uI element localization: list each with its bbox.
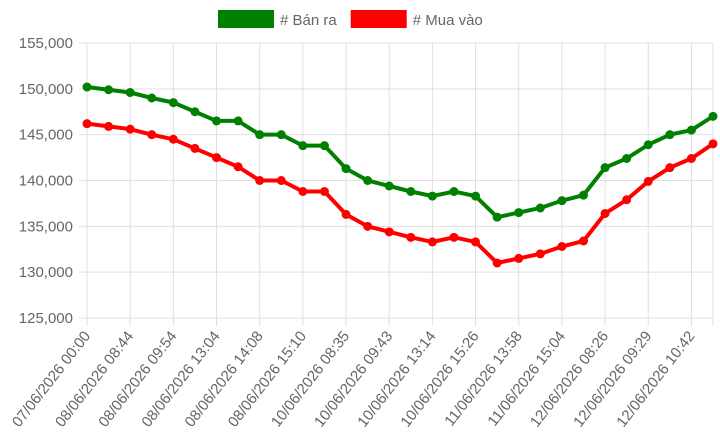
series-line: [86, 85, 715, 220]
data-point: [471, 237, 481, 247]
data-point: [535, 249, 545, 259]
data-point: [384, 227, 394, 237]
data-point: [535, 203, 545, 213]
data-point: [427, 237, 437, 247]
y-tick-label: 135,000: [19, 218, 73, 235]
data-point: [276, 176, 286, 185]
series-line: [86, 121, 715, 266]
legend-label: # Mua vào: [413, 12, 483, 29]
data-point: [600, 163, 610, 173]
x-tick-label: 10/06/2026 09:43: [311, 328, 396, 430]
x-tick-label: 08/06/2026 08:44: [52, 328, 137, 430]
data-point: [147, 93, 157, 103]
data-point: [298, 187, 308, 196]
y-tick-label: 130,000: [19, 264, 73, 281]
legend-label: # Bán ra: [280, 12, 337, 29]
x-tick-label: 10/06/2026 08:35: [268, 328, 353, 430]
data-point: [578, 236, 588, 246]
data-point: [665, 130, 675, 140]
data-point: [341, 209, 351, 219]
data-point: [190, 143, 200, 153]
data-point: [147, 130, 157, 140]
data-point: [665, 163, 675, 173]
data-point: [622, 195, 632, 205]
data-point: [514, 253, 524, 263]
data-point: [125, 124, 135, 134]
y-tick-label: 155,000: [19, 35, 73, 52]
data-point: [319, 141, 329, 151]
data-point: [125, 88, 135, 97]
x-tick-label: 10/06/2026 15:26: [397, 328, 482, 430]
data-point: [449, 187, 459, 196]
data-point: [212, 153, 222, 163]
data-point: [319, 187, 329, 196]
data-point: [168, 134, 178, 144]
y-tick-label: 145,000: [19, 127, 73, 144]
data-point: [168, 98, 178, 108]
data-point: [449, 232, 459, 242]
x-tick-label: 11/06/2026 13:58: [441, 328, 526, 430]
legend-swatch: [350, 10, 407, 28]
data-point: [622, 154, 632, 163]
data-point: [406, 232, 416, 242]
x-tick-label: 12/06/2026 08:26: [527, 328, 612, 430]
data-point: [578, 190, 588, 200]
data-point: [686, 125, 696, 135]
data-point: [514, 208, 524, 218]
data-point: [190, 107, 200, 117]
data-point: [212, 116, 222, 126]
x-tick-label: 11/06/2026 15:04: [484, 328, 569, 430]
x-tick-label: 12/06/2026 09:29: [570, 328, 655, 430]
data-point: [233, 116, 243, 126]
data-point: [82, 82, 92, 92]
data-point: [600, 209, 610, 218]
x-tick-label: 08/06/2026 15:10: [225, 328, 310, 430]
legend-swatch: [218, 10, 274, 28]
x-tick-label: 10/06/2026 13:14: [354, 328, 439, 430]
x-tick-label: 07/06/2026 00:00: [9, 328, 94, 430]
data-point: [557, 196, 567, 206]
data-point: [686, 154, 696, 163]
data-point: [708, 111, 718, 121]
data-point: [255, 176, 265, 185]
y-tick-label: 150,000: [19, 81, 73, 98]
data-point: [708, 139, 718, 149]
data-point: [384, 181, 394, 191]
data-point: [643, 140, 653, 150]
data-point: [363, 176, 373, 185]
data-point: [276, 130, 286, 140]
data-point: [363, 221, 373, 231]
x-tick-label: 08/06/2026 13:04: [138, 328, 223, 430]
data-point: [492, 212, 502, 222]
data-point: [643, 176, 653, 186]
y-tick-label: 125,000: [19, 310, 73, 327]
data-point: [557, 242, 567, 251]
data-point: [233, 162, 243, 172]
data-point: [104, 121, 114, 131]
data-point: [298, 141, 308, 151]
data-point: [406, 187, 416, 196]
data-point: [104, 85, 114, 95]
x-tick-label: 08/06/2026 14:08: [182, 328, 267, 430]
x-tick-label: 08/06/2026 09:54: [95, 328, 180, 430]
data-point: [255, 130, 265, 140]
data-point: [471, 191, 481, 201]
data-point: [427, 191, 437, 201]
data-point: [341, 164, 351, 174]
y-tick-label: 140,000: [19, 173, 73, 190]
x-tick-label: 12/06/2026 10:42: [613, 328, 698, 430]
data-point: [82, 119, 92, 129]
data-point: [492, 258, 502, 268]
